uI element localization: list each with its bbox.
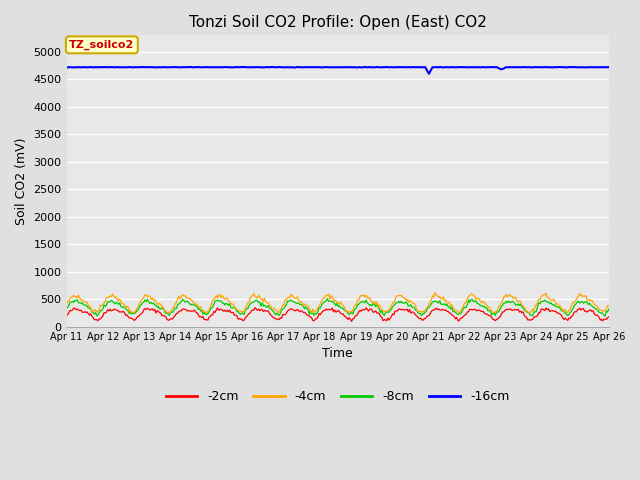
Y-axis label: Soil CO2 (mV): Soil CO2 (mV) [15,137,28,225]
Title: Tonzi Soil CO2 Profile: Open (East) CO2: Tonzi Soil CO2 Profile: Open (East) CO2 [189,15,486,30]
Legend: -2cm, -4cm, -8cm, -16cm: -2cm, -4cm, -8cm, -16cm [161,385,515,408]
X-axis label: Time: Time [323,347,353,360]
Text: TZ_soilco2: TZ_soilco2 [69,40,134,50]
